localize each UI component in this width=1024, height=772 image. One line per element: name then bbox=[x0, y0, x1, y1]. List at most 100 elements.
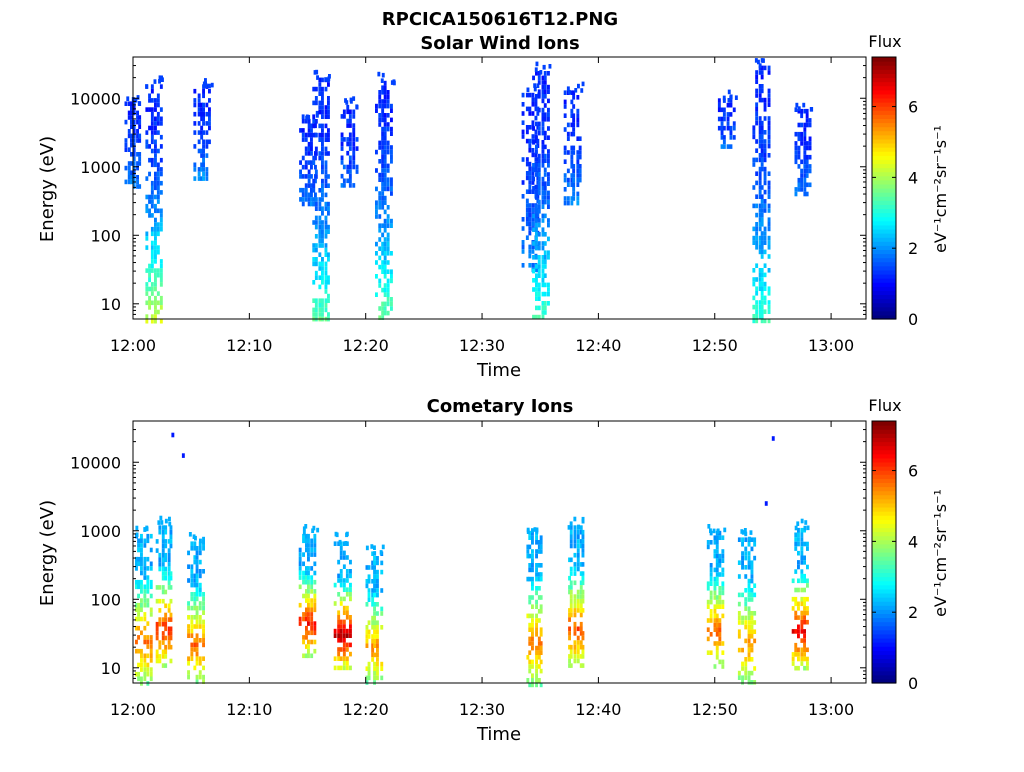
spectrogram-cell bbox=[521, 263, 525, 268]
spectrogram-cell bbox=[572, 118, 576, 123]
spectrogram-cell bbox=[130, 106, 133, 111]
spectrogram-cell bbox=[568, 608, 571, 613]
spectrogram-cell bbox=[755, 70, 759, 75]
spectrogram-cell bbox=[750, 578, 754, 584]
spectrogram-cell bbox=[809, 107, 813, 112]
spectrogram-cell bbox=[794, 150, 798, 155]
spectrogram-cell bbox=[567, 89, 571, 95]
spectrogram-cell bbox=[312, 114, 316, 119]
spectrogram-cell bbox=[376, 661, 379, 667]
spectrogram-cell bbox=[310, 575, 314, 580]
colorbar-swatch bbox=[872, 147, 896, 152]
spectrogram-cell bbox=[169, 644, 173, 650]
spectrogram-cell bbox=[327, 76, 331, 82]
spectrogram-cell bbox=[800, 596, 804, 602]
spectrogram-cell bbox=[547, 163, 550, 168]
spectrogram-cell bbox=[806, 661, 809, 666]
spectrogram-cell bbox=[367, 629, 371, 635]
spectrogram-cell bbox=[803, 555, 806, 561]
spectrogram-cell bbox=[767, 203, 771, 209]
spectrogram-cell bbox=[758, 245, 762, 250]
spectrogram-cell bbox=[732, 121, 736, 126]
spectrogram-cell bbox=[722, 144, 726, 149]
spectrogram-cell bbox=[378, 278, 382, 284]
spectrogram-cell bbox=[537, 296, 541, 301]
spectrogram-cell bbox=[307, 132, 311, 138]
spectrogram-cell bbox=[127, 133, 131, 139]
spectrogram-cell bbox=[720, 107, 724, 113]
spectrogram-cell bbox=[156, 249, 160, 255]
spectrogram-cell bbox=[346, 104, 350, 110]
spectrogram-cell bbox=[146, 556, 150, 562]
spectrogram-cell bbox=[715, 549, 719, 554]
spectrogram-cell bbox=[750, 643, 754, 648]
spectrogram-cell bbox=[794, 541, 798, 547]
spectrogram-cell bbox=[146, 589, 150, 594]
spectrogram-cell bbox=[305, 570, 308, 576]
spectrogram-cell bbox=[305, 616, 308, 622]
spectrogram-cell bbox=[136, 110, 139, 116]
spectrogram-cell bbox=[537, 291, 541, 297]
spectrogram-cell bbox=[543, 153, 547, 159]
spectrogram-cell bbox=[747, 555, 751, 561]
spectrogram-cell bbox=[159, 282, 163, 287]
spectrogram-cell bbox=[318, 91, 322, 96]
spectrogram-cell bbox=[541, 112, 545, 117]
colorbar-tick-label: 2 bbox=[908, 239, 918, 258]
spectrogram-cell bbox=[143, 616, 147, 622]
spectrogram-cell bbox=[576, 608, 580, 613]
colorbar-swatch bbox=[872, 183, 896, 189]
spectrogram-cell bbox=[310, 616, 314, 622]
spectrogram-cell bbox=[352, 141, 356, 147]
spectrogram-cell bbox=[760, 249, 764, 255]
spectrogram-cell bbox=[202, 536, 205, 542]
spectrogram-cell bbox=[539, 645, 543, 651]
colorbar-swatch bbox=[872, 613, 896, 619]
spectrogram-cell bbox=[767, 143, 771, 149]
spectrogram-cell bbox=[752, 314, 756, 319]
colorbar-swatch bbox=[872, 482, 896, 488]
spectrogram-cell bbox=[376, 620, 379, 625]
spectrogram-cell bbox=[576, 108, 580, 114]
spectrogram-cell bbox=[158, 608, 162, 613]
spectrogram-cell bbox=[532, 314, 535, 320]
spectrogram-cell bbox=[324, 234, 328, 239]
spectrogram-cell bbox=[130, 152, 133, 157]
spectrogram-cell bbox=[310, 146, 313, 152]
spectrogram-cell bbox=[380, 675, 384, 681]
spectrogram-cell bbox=[531, 576, 534, 582]
spectrogram-cell bbox=[204, 78, 207, 83]
spectrogram-cell bbox=[156, 245, 160, 250]
spectrogram-cell bbox=[321, 312, 324, 317]
spectrogram-cell bbox=[145, 318, 149, 324]
spectrogram-cell bbox=[709, 581, 713, 586]
spectrogram-cell bbox=[158, 621, 162, 627]
spectrogram-cell bbox=[321, 86, 324, 92]
spectrogram-cell bbox=[709, 530, 713, 536]
spectrogram-cell bbox=[148, 295, 151, 301]
spectrogram-cell bbox=[528, 563, 532, 568]
spectrogram-cell bbox=[348, 109, 352, 115]
spectrogram-cell bbox=[164, 566, 168, 572]
spectrogram-cell bbox=[535, 213, 538, 219]
spectrogram-cell bbox=[307, 589, 310, 594]
spectrogram-cell bbox=[195, 661, 199, 666]
spectrogram-cell bbox=[156, 199, 160, 204]
spectrogram-cell bbox=[164, 617, 168, 622]
spectrogram-cell bbox=[164, 539, 168, 544]
spectrogram-cell bbox=[324, 303, 328, 308]
spectrogram-cell bbox=[365, 583, 369, 589]
spectrogram-cell bbox=[541, 117, 545, 122]
spectrogram-cell bbox=[159, 144, 163, 149]
spectrogram-cell bbox=[159, 268, 163, 273]
spectrogram-cell bbox=[150, 286, 154, 292]
spectrogram-cell bbox=[346, 150, 350, 156]
spectrogram-cell bbox=[208, 121, 211, 126]
colorbar-swatch bbox=[872, 474, 896, 479]
colorbar-swatch bbox=[872, 531, 896, 537]
spectrogram-cell bbox=[193, 167, 197, 172]
spectrogram-cell bbox=[709, 650, 713, 655]
spectrogram-cell bbox=[371, 597, 375, 602]
spectrogram-cell bbox=[143, 570, 147, 576]
spectrogram-cell bbox=[531, 530, 534, 536]
